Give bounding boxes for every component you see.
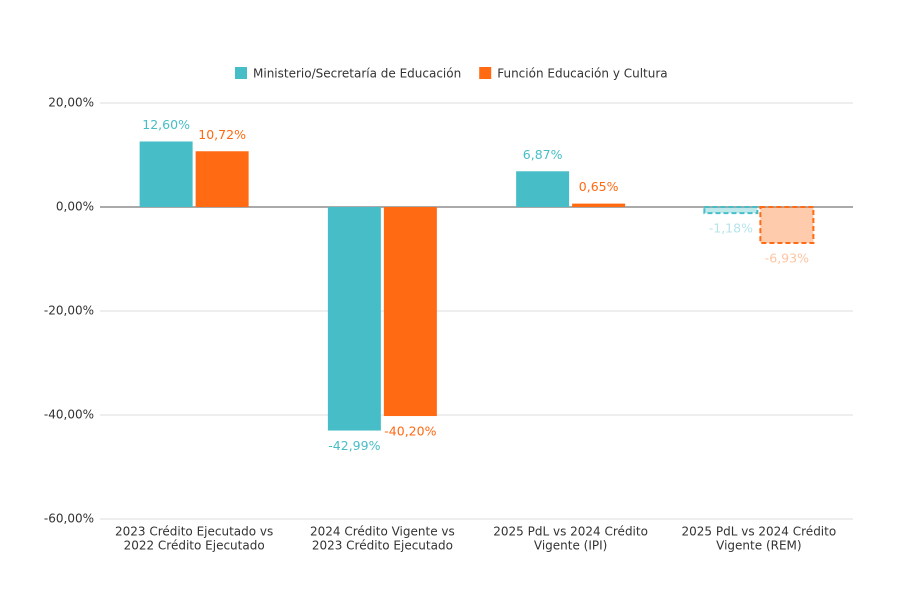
bar (516, 171, 570, 207)
y-tick-label: -40,00% (44, 408, 94, 422)
bar (703, 206, 759, 215)
data-label: -1,18% (709, 221, 753, 236)
y-tick-label: -60,00% (44, 512, 94, 526)
data-label: -6,93% (765, 251, 809, 266)
bar (327, 207, 381, 431)
y-tick-label: 20,00% (48, 96, 94, 110)
x-tick-label: 2022 Crédito Ejecutado (124, 539, 265, 553)
data-label: 12,60% (142, 117, 190, 132)
y-tick-label: -20,00% (44, 304, 94, 318)
legend-label: Ministerio/Secretaría de Educación (253, 67, 461, 81)
data-label: -42,99% (328, 438, 380, 453)
y-tick-label: 0,00% (56, 200, 94, 214)
data-label: -40,20% (384, 424, 436, 439)
bar (572, 203, 626, 207)
legend-swatch (479, 67, 492, 79)
legend-label: Función Educación y Cultura (497, 67, 667, 81)
x-tick-label: 2025 PdL vs 2024 Crédito (493, 525, 648, 539)
legend-swatch (235, 67, 247, 79)
data-label: 0,65% (579, 179, 619, 194)
x-tick-label: 2023 Crédito Ejecutado (312, 539, 453, 553)
bar (383, 207, 437, 417)
bar (195, 151, 249, 207)
data-label: 6,87% (523, 147, 563, 162)
x-tick-label: 2025 PdL vs 2024 Crédito (682, 525, 837, 539)
x-tick-label: 2024 Crédito Vigente vs (310, 525, 455, 539)
data-label: 10,72% (198, 127, 246, 142)
x-tick-label: Vigente (IPI) (534, 539, 607, 553)
x-tick-label: Vigente (REM) (716, 539, 801, 553)
bar (759, 206, 815, 245)
bar (139, 141, 193, 207)
x-tick-label: 2023 Crédito Ejecutado vs (115, 525, 273, 539)
